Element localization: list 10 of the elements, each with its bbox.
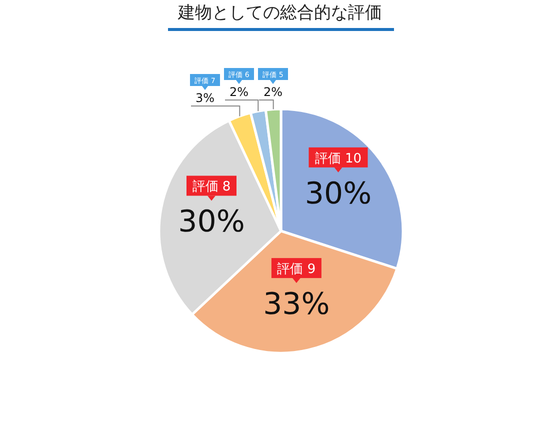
data-label: 33% (263, 287, 330, 322)
title: 建物としての総合的な評価 (178, 3, 382, 23)
slice-label: 評価 10 (314, 151, 362, 166)
data-label: 3% (195, 91, 215, 105)
data-label: 30% (178, 204, 245, 240)
slice-label: 評価 8 (192, 180, 231, 195)
data-label: 2% (263, 85, 283, 99)
data-label: 2% (229, 85, 249, 99)
data-label: 30% (304, 176, 372, 212)
slice-label: 評価 9 (277, 262, 316, 278)
